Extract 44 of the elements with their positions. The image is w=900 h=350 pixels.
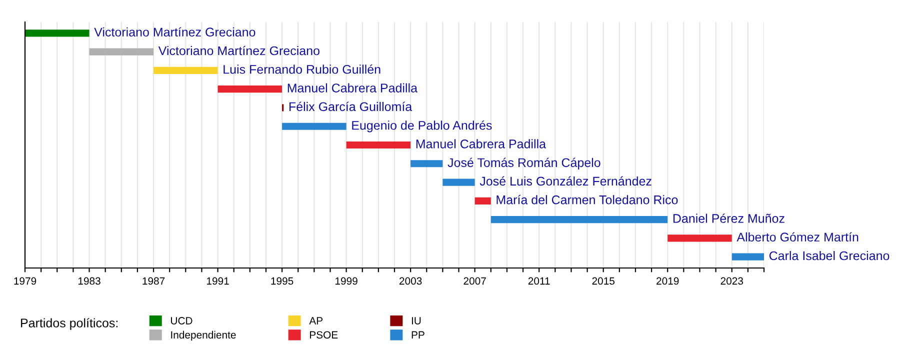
bar [410,160,443,168]
data-label: Victoriano Martínez Greciano [94,27,256,37]
x-tick-label: 2007 [464,277,486,285]
data-label: Daniel Pérez Muñoz [673,214,784,223]
x-tick-label: 2015 [592,277,614,285]
legend-label: UCD [171,317,192,324]
bar [282,122,346,130]
bar [474,197,491,204]
data-label: José Tomás Román Cápelo [448,158,600,170]
x-tick-label: 1987 [142,277,165,285]
data-label: Carla Isabel Greciano [769,250,890,260]
bar [89,48,154,56]
bar [218,86,282,93]
x-tick-label: 2003 [400,277,422,285]
x-tick-label: 1983 [78,277,100,285]
data-label: Manuel Cabrera Padilla [416,139,546,148]
x-tick-label: 2019 [656,277,679,285]
bar [442,178,475,186]
x-tick-label: 2023 [720,277,743,285]
data-label: Eugenio de Pablo Andrés [352,120,492,132]
bar [490,216,668,224]
x-tick-label: 1995 [271,277,294,285]
legend-label: AP [309,317,322,324]
bar [154,66,218,74]
legend-label: Independiente [171,330,236,341]
legend-label: PSOE [310,331,338,339]
data-label: María del Carmen Toledano Rico [496,194,678,204]
x-tick-label: 1991 [206,277,229,285]
data-label: Victoriano Martínez Greciano [158,46,320,56]
x-tick-label: 1979 [14,277,36,285]
data-label: José Luis González Fernández [480,176,652,186]
legend-label: IU [412,317,421,324]
legend-title: Partidos políticos: [21,318,118,330]
x-tick-label: 2011 [528,277,550,285]
data-label: Manuel Cabrera Padilla [288,83,418,92]
data-label: Alberto Gómez Martín [736,232,858,242]
x-tick-label: 1999 [336,277,358,285]
data-label: Félix García Guillomía [289,102,412,112]
bar [668,234,732,242]
bar [732,253,764,260]
bar [346,141,411,149]
data-label: Luis Fernando Rubio Guillén [224,64,380,74]
bar [25,30,90,37]
legend-label: PP [412,331,424,338]
